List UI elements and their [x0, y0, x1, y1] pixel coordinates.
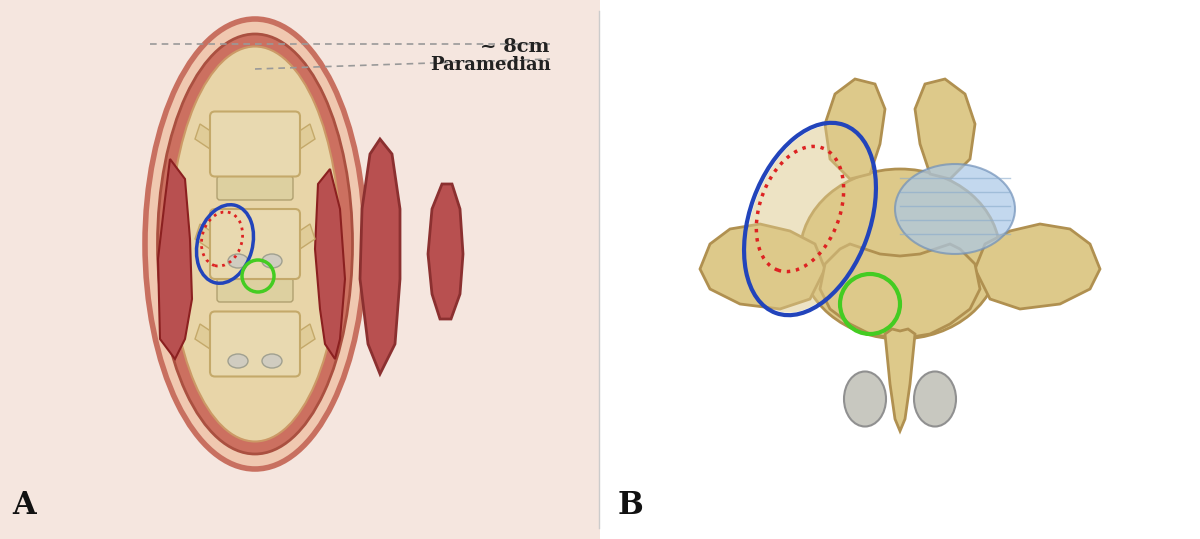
Ellipse shape: [800, 169, 1000, 339]
Polygon shape: [360, 139, 400, 374]
Polygon shape: [916, 79, 974, 179]
Polygon shape: [295, 224, 314, 249]
FancyBboxPatch shape: [217, 176, 293, 200]
Ellipse shape: [895, 164, 1015, 254]
Polygon shape: [886, 329, 916, 431]
Ellipse shape: [746, 125, 874, 313]
Polygon shape: [295, 124, 314, 149]
Text: B: B: [618, 490, 643, 521]
Ellipse shape: [844, 371, 886, 426]
Polygon shape: [314, 169, 346, 359]
Polygon shape: [428, 184, 463, 319]
Polygon shape: [700, 224, 826, 309]
Polygon shape: [158, 159, 192, 359]
Ellipse shape: [228, 254, 248, 268]
FancyBboxPatch shape: [210, 112, 300, 176]
Ellipse shape: [262, 254, 282, 268]
Ellipse shape: [262, 354, 282, 368]
Polygon shape: [820, 244, 980, 339]
FancyBboxPatch shape: [210, 312, 300, 377]
Polygon shape: [194, 124, 215, 149]
Polygon shape: [194, 224, 215, 249]
FancyBboxPatch shape: [217, 278, 293, 302]
FancyBboxPatch shape: [210, 209, 300, 279]
Polygon shape: [974, 224, 1100, 309]
Ellipse shape: [145, 19, 365, 469]
Text: ~ 8cm: ~ 8cm: [480, 38, 550, 56]
Polygon shape: [295, 324, 314, 349]
Ellipse shape: [170, 46, 340, 441]
Text: A: A: [12, 490, 36, 521]
Ellipse shape: [914, 371, 956, 426]
FancyBboxPatch shape: [0, 0, 600, 539]
Polygon shape: [194, 324, 215, 349]
Polygon shape: [826, 79, 886, 179]
Text: Paramedian: Paramedian: [430, 56, 551, 74]
Ellipse shape: [228, 354, 248, 368]
Ellipse shape: [157, 34, 353, 454]
